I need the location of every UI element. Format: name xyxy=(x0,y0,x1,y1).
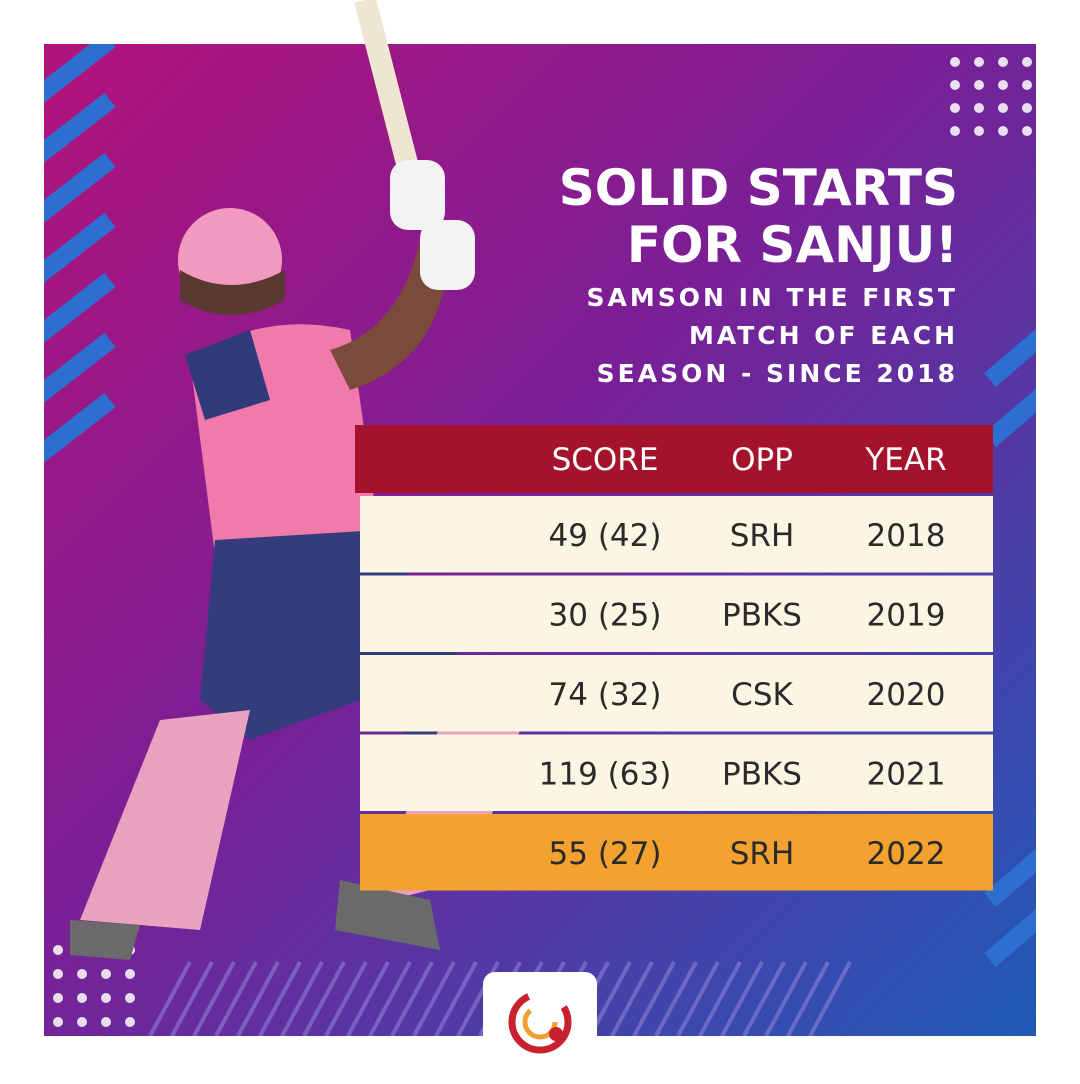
dot xyxy=(53,993,63,1003)
table-cell: 2020 xyxy=(867,677,946,713)
dot xyxy=(998,57,1008,67)
dot xyxy=(101,969,111,979)
dot xyxy=(974,80,984,90)
column-header: OPP xyxy=(731,442,793,478)
table-cell: 2018 xyxy=(867,518,946,554)
hatch-line xyxy=(764,961,808,1036)
hatch-line xyxy=(258,961,302,1036)
hatch-line xyxy=(236,961,280,1036)
table-cell: 55 (27) xyxy=(549,836,662,872)
dot xyxy=(974,57,984,67)
hatch-line xyxy=(676,961,720,1036)
dot xyxy=(125,969,135,979)
dot xyxy=(998,126,1008,136)
hatch-line xyxy=(302,961,346,1036)
dot xyxy=(1022,103,1032,113)
dot xyxy=(974,103,984,113)
dot xyxy=(950,103,960,113)
table-row xyxy=(360,655,993,732)
dot xyxy=(125,993,135,1003)
dot xyxy=(101,1017,111,1027)
table-cell: SRH xyxy=(730,518,795,554)
right-stripes xyxy=(984,328,1036,967)
table-row xyxy=(360,814,993,891)
dot xyxy=(77,969,87,979)
dot xyxy=(950,126,960,136)
dot xyxy=(974,126,984,136)
dot xyxy=(77,993,87,1003)
table-cell: 119 (63) xyxy=(539,757,672,793)
dot xyxy=(1022,57,1032,67)
column-header: YEAR xyxy=(864,442,946,478)
hatch-line xyxy=(610,961,654,1036)
table-cell: SRH xyxy=(730,836,795,872)
hatch-line xyxy=(390,961,434,1036)
hatch-line xyxy=(324,961,368,1036)
dot xyxy=(53,945,63,955)
dot xyxy=(998,103,1008,113)
table-cell: 30 (25) xyxy=(549,598,662,634)
hatch-line xyxy=(192,961,236,1036)
table-cell: 2021 xyxy=(867,757,946,793)
subtitle-line: SEASON - SINCE 2018 xyxy=(597,359,958,388)
hatch-line xyxy=(368,961,412,1036)
hatch-line xyxy=(412,961,456,1036)
hatch-line xyxy=(280,961,324,1036)
table-cell: 74 (32) xyxy=(549,677,662,713)
table-row xyxy=(360,734,993,811)
dot xyxy=(125,1017,135,1027)
dot xyxy=(53,969,63,979)
dot xyxy=(53,1017,63,1027)
table-cell: PBKS xyxy=(722,757,802,793)
hatch-line xyxy=(742,961,786,1036)
hatch-line xyxy=(346,961,390,1036)
table-cell: 49 (42) xyxy=(549,518,662,554)
dot xyxy=(950,80,960,90)
header-bar xyxy=(355,425,993,493)
subtitle-line: MATCH OF EACH xyxy=(689,321,958,350)
table-cell: PBKS xyxy=(722,598,802,634)
dot xyxy=(998,80,1008,90)
hatch-line xyxy=(808,961,852,1036)
dot xyxy=(1022,126,1032,136)
table-row xyxy=(360,575,993,652)
table-cell: 2022 xyxy=(867,836,946,872)
left-stripes xyxy=(44,44,116,463)
stats-table: SCORE OPP YEAR 49 (42) SRH 2018 30 (25) PBKS 201… xyxy=(355,425,993,891)
hatch-line xyxy=(786,961,830,1036)
subtitle-line: SAMSON IN THE FIRST xyxy=(587,283,959,312)
dot xyxy=(101,993,111,1003)
logo xyxy=(483,972,597,1062)
hatch-line xyxy=(654,961,698,1036)
title-line: FOR SANJU! xyxy=(627,216,958,274)
table-cell: 2019 xyxy=(867,598,946,634)
decor xyxy=(44,44,1036,1036)
bottom-hatch xyxy=(148,961,852,1036)
table-row xyxy=(360,496,993,573)
hatch-line xyxy=(720,961,764,1036)
hatch-line xyxy=(170,961,214,1036)
dot xyxy=(1022,80,1032,90)
hatch-line xyxy=(632,961,676,1036)
hatch-line xyxy=(698,961,742,1036)
dot xyxy=(950,57,960,67)
table-cell: CSK xyxy=(731,677,793,713)
column-header: SCORE xyxy=(552,442,659,478)
hatch-line xyxy=(434,961,478,1036)
title-line: SOLID STARTS xyxy=(559,159,958,217)
hatch-line xyxy=(214,961,258,1036)
dot xyxy=(77,1017,87,1027)
hatch-line xyxy=(148,961,192,1036)
